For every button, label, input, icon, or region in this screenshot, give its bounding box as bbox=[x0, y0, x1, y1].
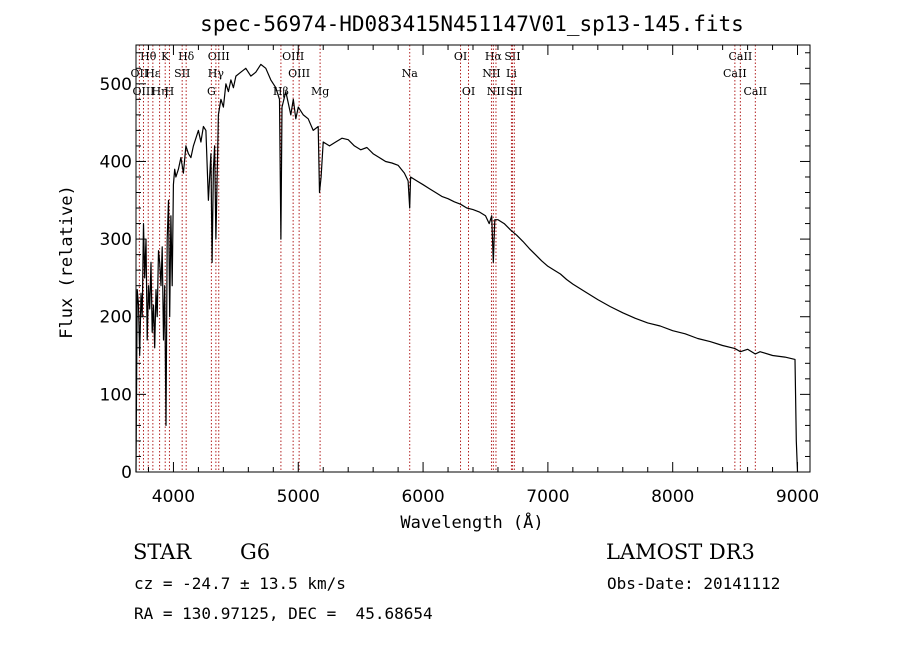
spectral-line-label-25: NII bbox=[487, 85, 505, 98]
y-tick-label-0: 0 bbox=[121, 463, 132, 483]
x-tick-label-7000: 7000 bbox=[526, 487, 569, 507]
coordinates: RA = 130.97125, DEC = 45.68654 bbox=[134, 604, 433, 623]
spectral-line-label-3: OIII bbox=[208, 50, 230, 63]
y-tick-label-400: 400 bbox=[100, 152, 132, 172]
spectral-line-label-21: G bbox=[207, 85, 216, 98]
y-tick-label-500: 500 bbox=[100, 75, 132, 95]
observation-date: Obs-Date: 20141112 bbox=[607, 574, 781, 593]
spectral-line-label-2: Hδ bbox=[178, 50, 195, 63]
spectral-line-label-7: SII bbox=[504, 50, 520, 63]
spectral-line-label-12: Hγ bbox=[208, 67, 225, 80]
spectral-line-label-26: SII bbox=[506, 85, 522, 98]
object-subclass: G6 bbox=[240, 540, 271, 564]
spectral-line-label-14: Na bbox=[402, 67, 419, 80]
spectral-line-label-17: CaII bbox=[723, 67, 747, 80]
spectral-line-label-6: Hα bbox=[485, 50, 503, 63]
x-tick-label-9000: 9000 bbox=[776, 487, 819, 507]
plot-area bbox=[135, 63, 799, 473]
spectral-line-label-13: OIII bbox=[288, 67, 310, 80]
x-axis-label: Wavelength (Å) bbox=[400, 511, 543, 533]
spectral-line-label-27: CaII bbox=[743, 85, 767, 98]
object-class: STAR bbox=[133, 540, 192, 564]
spectral-line-label-11: SII bbox=[174, 67, 190, 80]
y-tick-label-200: 200 bbox=[100, 308, 132, 328]
x-tick-label-8000: 8000 bbox=[651, 487, 694, 507]
x-tick-label-6000: 6000 bbox=[401, 487, 444, 507]
spectral-line-label-24: OI bbox=[462, 85, 475, 98]
spectral-line-label-1: K bbox=[161, 50, 170, 63]
y-tick-label-100: 100 bbox=[100, 385, 132, 405]
spectral-line-label-15: NII bbox=[482, 67, 500, 80]
spectral-line-label-10: Hε bbox=[145, 67, 161, 80]
plot-frame bbox=[135, 44, 811, 473]
spectral-line-label-5: OI bbox=[454, 50, 467, 63]
spectral-line-label-16: Li bbox=[506, 67, 517, 80]
spectral-line-label-18: OIII bbox=[132, 85, 154, 98]
chart-title: spec-56974-HD083415N451147V01_sp13-145.f… bbox=[200, 12, 744, 36]
y-tick-label-300: 300 bbox=[100, 230, 132, 250]
redshift-value: cz = -24.7 ± 13.5 km/s bbox=[134, 574, 346, 593]
y-axis-label: Flux (relative) bbox=[57, 185, 77, 339]
spectral-line-label-19: Hη bbox=[151, 85, 167, 98]
x-tick-label-5000: 5000 bbox=[277, 487, 320, 507]
spectral-line-label-20: H bbox=[165, 85, 175, 98]
x-tick-label-4000: 4000 bbox=[152, 487, 195, 507]
survey-name: LAMOST DR3 bbox=[606, 540, 755, 564]
axes: 4000 5000 6000 7000 8000 9000 0 100 200 300 400 500 bbox=[100, 44, 819, 507]
spectral-line-label-4: OIII bbox=[282, 50, 304, 63]
spectral-line-label-23: Mg bbox=[311, 85, 329, 98]
series-flux-line bbox=[135, 63, 799, 473]
spectral-line-label-0: Hθ bbox=[140, 50, 157, 63]
spectral-line-label-8: CaII bbox=[729, 50, 753, 63]
